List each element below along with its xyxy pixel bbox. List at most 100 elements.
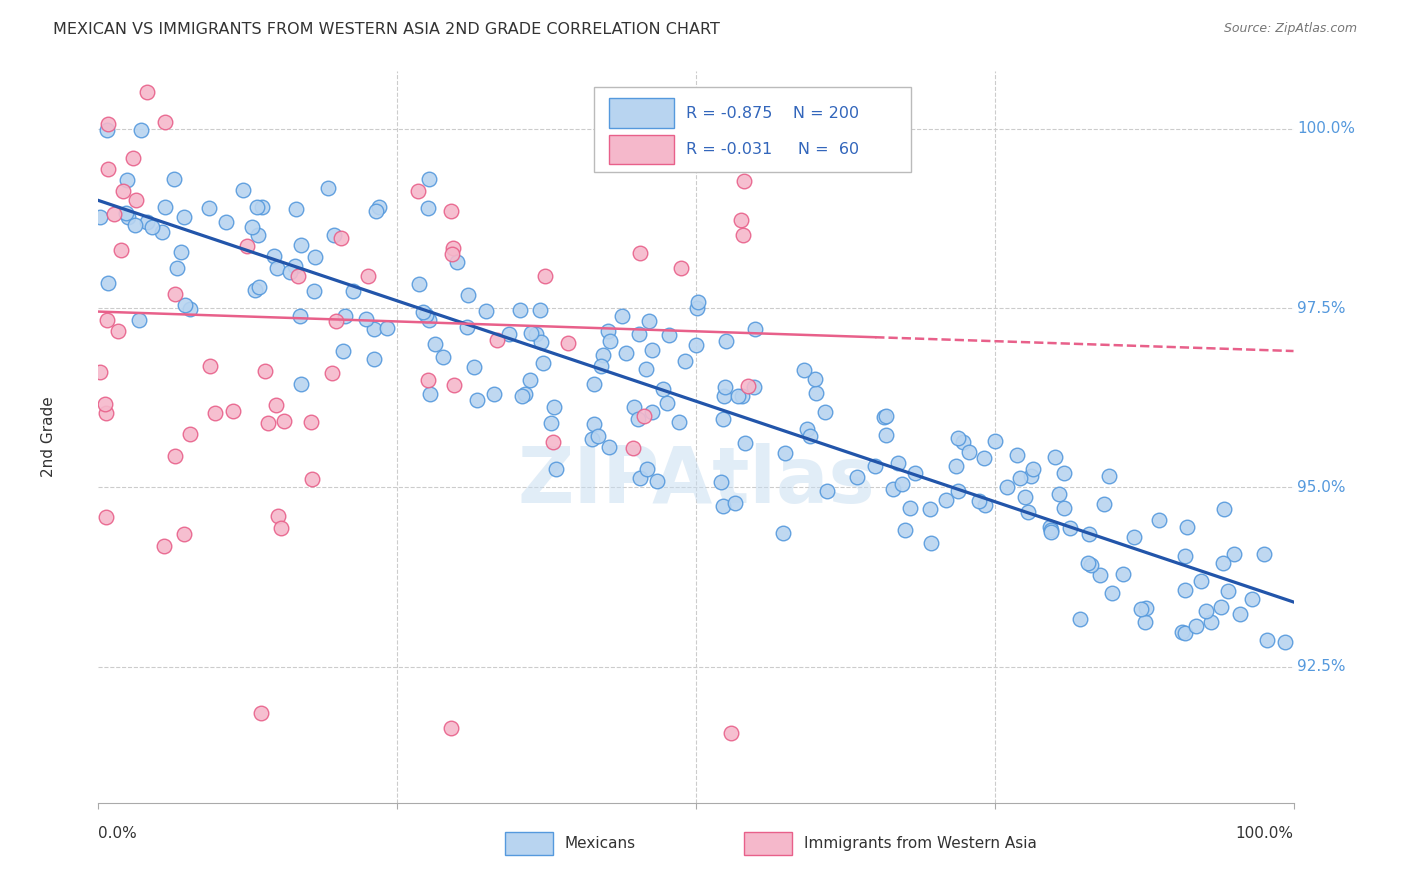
- Point: [510, 389, 533, 403]
- Point: [1229, 607, 1251, 621]
- Point: [865, 458, 887, 473]
- Point: [534, 269, 557, 284]
- Point: [713, 388, 735, 402]
- Point: [995, 480, 1018, 494]
- Point: [200, 359, 222, 373]
- Point: [440, 721, 463, 735]
- Point: [724, 53, 747, 67]
- Point: [173, 297, 195, 311]
- Point: [969, 494, 991, 508]
- Point: [285, 202, 308, 217]
- Point: [419, 387, 441, 401]
- Point: [304, 250, 326, 264]
- Point: [250, 706, 273, 720]
- Point: [284, 259, 307, 273]
- Point: [638, 314, 661, 328]
- FancyBboxPatch shape: [595, 87, 911, 171]
- Point: [1047, 487, 1070, 501]
- Point: [734, 436, 756, 450]
- Point: [1256, 632, 1278, 647]
- Point: [288, 309, 311, 323]
- Point: [155, 115, 177, 129]
- Point: [1077, 526, 1099, 541]
- Point: [636, 462, 658, 476]
- Point: [1017, 505, 1039, 519]
- Point: [1133, 615, 1156, 630]
- Point: [125, 193, 148, 207]
- Point: [97, 162, 120, 177]
- Point: [724, 496, 747, 510]
- Point: [711, 499, 734, 513]
- Point: [714, 380, 737, 394]
- Point: [266, 260, 288, 275]
- Point: [1195, 604, 1218, 618]
- Point: [920, 501, 942, 516]
- FancyBboxPatch shape: [505, 832, 553, 855]
- Point: [730, 213, 752, 227]
- Point: [179, 302, 201, 317]
- Point: [232, 183, 254, 197]
- Text: ZIPAtlas: ZIPAtlas: [517, 443, 875, 519]
- Point: [94, 510, 117, 524]
- Point: [598, 440, 620, 454]
- Point: [873, 410, 896, 425]
- Point: [163, 287, 186, 301]
- Point: [318, 181, 340, 195]
- Point: [197, 201, 219, 215]
- Point: [418, 172, 440, 186]
- Point: [96, 313, 118, 327]
- Point: [270, 521, 292, 535]
- Point: [1098, 468, 1121, 483]
- Point: [596, 324, 619, 338]
- Point: [443, 377, 465, 392]
- Point: [117, 210, 139, 224]
- Point: [456, 319, 478, 334]
- Point: [1174, 549, 1197, 563]
- Point: [150, 225, 173, 239]
- Point: [415, 308, 437, 322]
- Point: [463, 360, 485, 375]
- Point: [875, 427, 897, 442]
- Point: [845, 470, 868, 484]
- Point: [733, 228, 755, 243]
- Point: [173, 211, 195, 225]
- Point: [1069, 612, 1091, 626]
- Point: [418, 313, 440, 327]
- Point: [1092, 497, 1115, 511]
- Point: [711, 412, 734, 426]
- Point: [668, 415, 690, 429]
- Point: [1216, 584, 1239, 599]
- Point: [685, 338, 707, 352]
- Point: [253, 364, 276, 378]
- Point: [290, 377, 312, 392]
- Point: [524, 326, 547, 341]
- Point: [240, 219, 263, 234]
- Point: [1201, 615, 1223, 629]
- Point: [710, 475, 733, 489]
- Point: [412, 305, 434, 319]
- Point: [804, 372, 827, 386]
- Text: R = -0.031     N =  60: R = -0.031 N = 60: [686, 142, 859, 157]
- Point: [1274, 635, 1296, 649]
- Point: [179, 426, 201, 441]
- Point: [737, 378, 759, 392]
- Point: [1039, 523, 1062, 537]
- Point: [599, 334, 621, 348]
- Point: [94, 406, 117, 420]
- Point: [533, 356, 555, 370]
- Point: [1170, 624, 1192, 639]
- Point: [290, 237, 312, 252]
- Point: [673, 354, 696, 368]
- Point: [153, 200, 176, 214]
- Point: [236, 239, 259, 253]
- Text: 95.0%: 95.0%: [1298, 480, 1346, 495]
- Point: [321, 366, 343, 380]
- Point: [647, 475, 669, 489]
- Point: [100, 54, 122, 68]
- Point: [1130, 602, 1153, 616]
- Point: [720, 726, 742, 740]
- Point: [332, 344, 354, 359]
- Point: [215, 215, 238, 229]
- Point: [1189, 574, 1212, 589]
- Text: 92.5%: 92.5%: [1298, 659, 1346, 674]
